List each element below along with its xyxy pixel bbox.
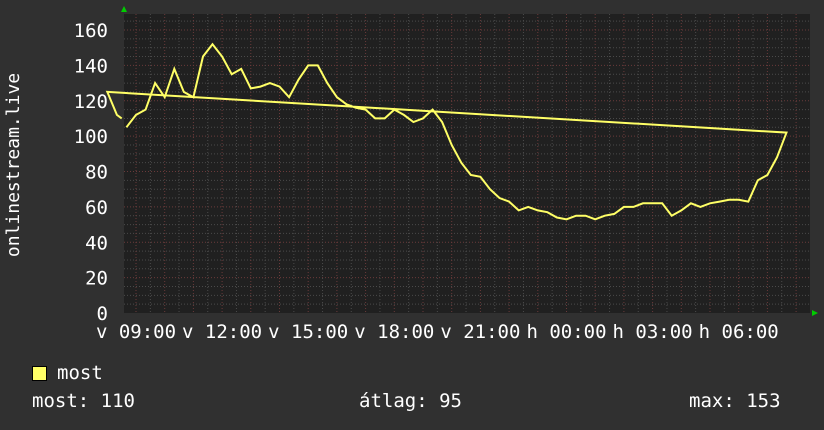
stat-average: átlag: 95 (359, 390, 462, 412)
grid (124, 14, 810, 313)
x-tick-label: v 12:00 (182, 321, 262, 343)
x-tick-label: v 09:00 (96, 321, 176, 343)
series-line-most (105, 42, 788, 221)
y-axis-arrow-icon (121, 6, 127, 12)
y-ticks: 0 20 40 60 80 100 120 140 160 (74, 20, 108, 325)
y-tick-label: 20 (85, 268, 108, 290)
x-tick-label: h 00:00 (526, 321, 606, 343)
x-ticks: v 09:00 v 12:00 v 15:00 v 18:00 v 21:00 h 00:… (96, 321, 779, 343)
y-tick-label: 0 (97, 303, 108, 325)
stat-current: most: 110 (32, 390, 135, 412)
y-tick-label: 80 (85, 162, 108, 184)
chart: 0 20 40 60 80 100 120 140 160 v 09:00 v 12:00 v 15… (3, 6, 818, 343)
stat-max: max: 153 (689, 390, 781, 412)
legend-swatch (32, 365, 47, 381)
legend-label: most (57, 362, 103, 384)
y-tick-label: 40 (85, 232, 108, 254)
x-axis-arrow-icon (812, 310, 818, 316)
plot-area (124, 14, 810, 313)
y-tick-label: 120 (74, 91, 108, 113)
x-tick-label: v 21:00 (440, 321, 520, 343)
legend: most (32, 362, 103, 384)
x-tick-label: h 03:00 (613, 321, 693, 343)
y-tick-label: 140 (74, 55, 108, 77)
x-tick-label: v 18:00 (354, 321, 434, 343)
y-axis-label: onlinestream.live (3, 73, 24, 257)
y-tick-label: 100 (74, 126, 108, 148)
y-tick-label: 160 (74, 20, 108, 42)
x-tick-label: v 15:00 (268, 321, 348, 343)
y-tick-label: 60 (85, 197, 108, 219)
x-tick-label: h 06:00 (699, 321, 779, 343)
